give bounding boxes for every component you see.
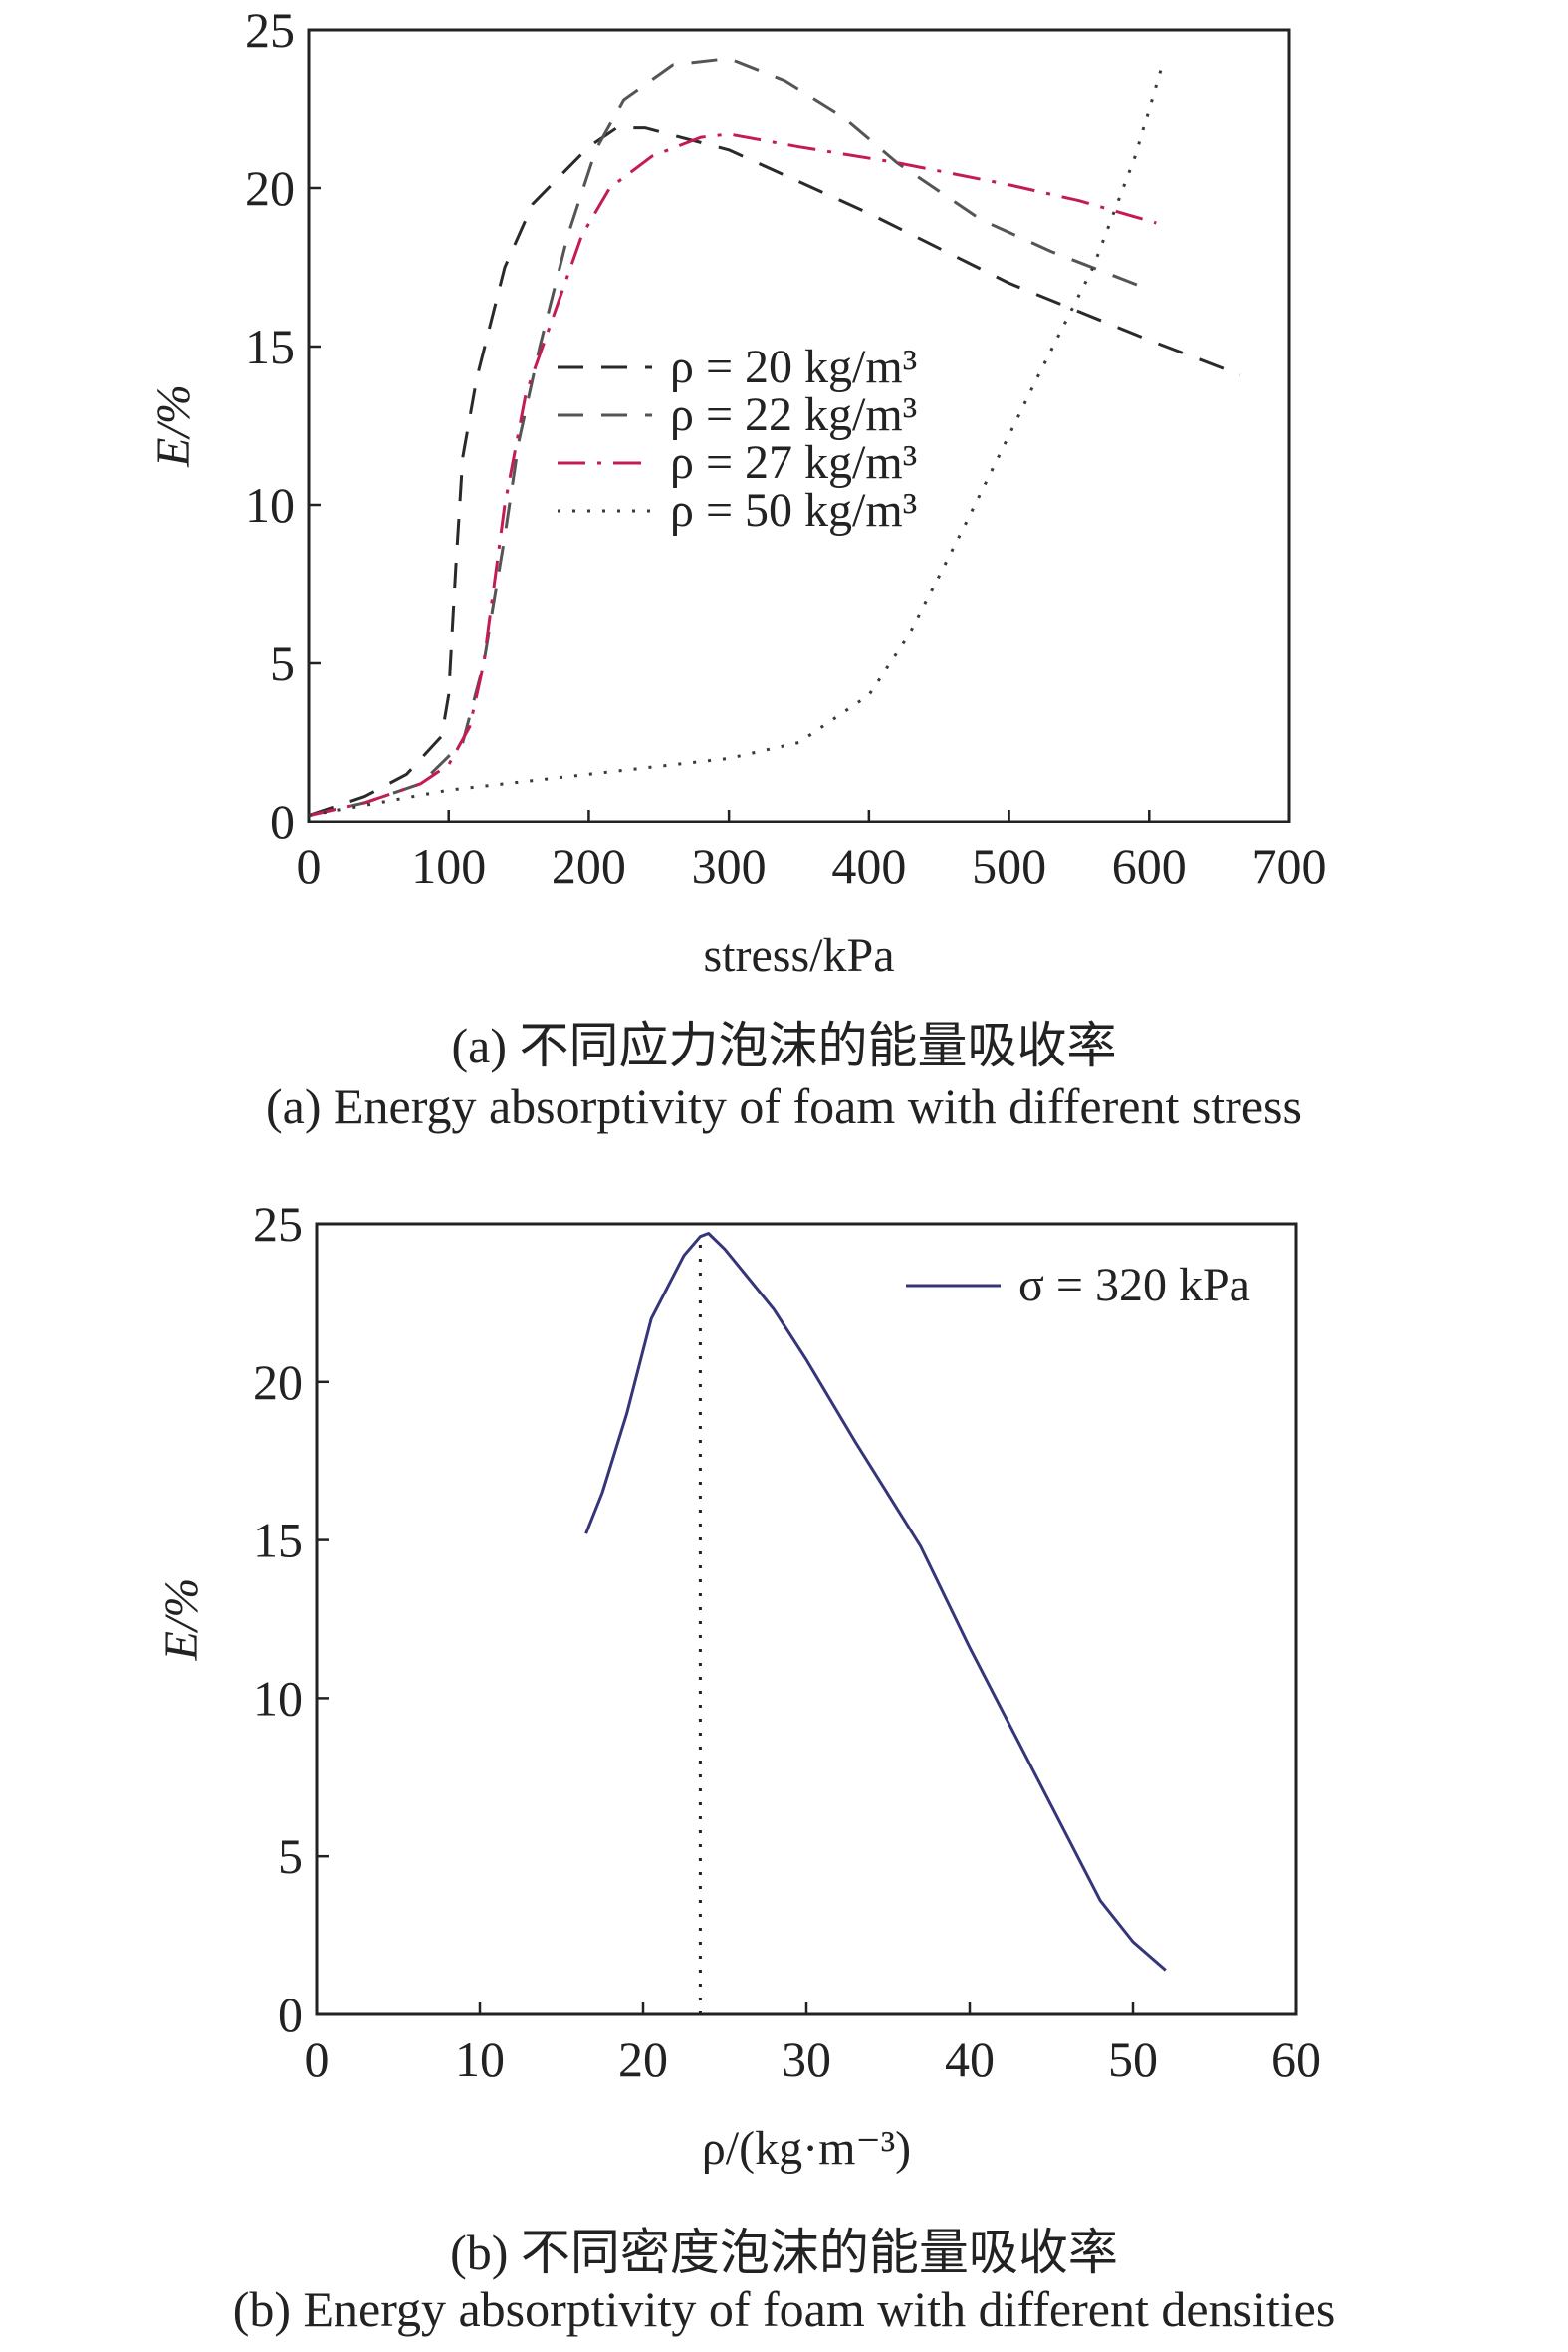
panel-b-x-axis-label: ρ/(kg·m⁻³) — [702, 2122, 911, 2175]
panel-a-y-axis-label: E/% — [147, 384, 200, 468]
panel-a-series — [308, 57, 1241, 818]
panel-b-x-tick-label: 10 — [455, 2031, 505, 2087]
panel-b-y-axis-label: E/% — [155, 1578, 208, 1662]
panel-a-plot-frame — [307, 28, 1291, 823]
panel-b-x-tick-label: 20 — [618, 2031, 668, 2087]
panel-b-y-tick-label: 25 — [253, 1196, 303, 1252]
panel-b-plot-frame — [315, 1222, 1298, 2016]
panel-a-chart: 0 100 200 300 400 500 600 700 0 5 10 15 20 25 ρ = 20 … — [147, 2, 1327, 982]
panel-a-series-line-1 — [308, 126, 1241, 818]
panel-b-y-tick-label: 15 — [253, 1513, 303, 1568]
panel-a-x-tick-label: 500 — [972, 838, 1046, 894]
panel-b-y-tick-label: 20 — [253, 1354, 303, 1410]
panel-a-ticks: 0 100 200 300 400 500 600 700 0 5 10 15 20 25 — [245, 2, 1327, 894]
panel-a-legend-label-2: ρ = 22 kg/m³ — [670, 388, 917, 441]
panel-b-legend-label-1: σ = 320 kPa — [1018, 1259, 1250, 1311]
panel-a-y-tick-label: 10 — [245, 477, 295, 533]
panel-b-caption-chinese: (b) 不同密度泡沫的能量吸收率 — [450, 2225, 1118, 2280]
panel-b-chart: 0 10 20 30 40 50 60 0 5 10 15 20 25 σ = 320 kPa ρ/(k… — [155, 1196, 1321, 2175]
panel-b-y-tick-label: 0 — [278, 1987, 303, 2042]
panel-b-y-tick-label: 5 — [278, 1828, 303, 1884]
panel-b-x-tick-label: 40 — [945, 2031, 995, 2087]
panel-a-y-tick-label: 15 — [245, 319, 295, 374]
panel-b-x-tick-label: 60 — [1271, 2031, 1321, 2087]
panel-a-x-tick-label: 0 — [297, 838, 322, 894]
panel-a-y-tick-label: 0 — [270, 794, 295, 849]
panel-b-y-tick-label: 10 — [253, 1670, 303, 1726]
panel-a-y-tick-label: 20 — [245, 160, 295, 216]
panel-b-ticks: 0 10 20 30 40 50 60 0 5 10 15 20 25 — [253, 1196, 1321, 2087]
panel-a-legend-label-4: ρ = 50 kg/m³ — [670, 484, 917, 537]
panel-b-x-tick-label: 30 — [782, 2031, 831, 2087]
panel-b-series-line-1 — [584, 1232, 1167, 1972]
panel-a-x-axis-label: stress/kPa — [704, 929, 895, 982]
panel-a-x-tick-label: 400 — [831, 838, 906, 894]
panel-b-x-tick-label: 0 — [305, 2031, 330, 2087]
panel-b-legend: σ = 320 kPa — [906, 1259, 1250, 1311]
panel-a-x-tick-label: 200 — [552, 838, 626, 894]
panel-a-x-tick-label: 300 — [692, 838, 767, 894]
panel-a-caption-english: (a) Energy absorptivity of foam with dif… — [266, 1078, 1302, 1134]
panel-a-series-line-2 — [308, 57, 1150, 818]
panel-a-y-tick-label: 5 — [270, 635, 295, 691]
panel-a-x-tick-label: 100 — [411, 838, 486, 894]
panel-a-x-tick-label: 700 — [1252, 838, 1327, 894]
panel-a-legend-label-3: ρ = 27 kg/m³ — [670, 436, 917, 489]
panel-a-legend: ρ = 20 kg/m³ρ = 22 kg/m³ρ = 27 kg/m³ρ = … — [558, 341, 917, 537]
panel-a-y-tick-label: 25 — [245, 2, 295, 58]
panel-b-series — [584, 1232, 1167, 2014]
panel-b-caption-english: (b) Energy absorptivity of foam with dif… — [232, 2281, 1336, 2337]
panel-a-x-tick-label: 600 — [1112, 838, 1187, 894]
panel-a-caption-chinese: (a) 不同应力泡沫的能量吸收率 — [451, 1018, 1117, 1073]
panel-a-legend-label-1: ρ = 20 kg/m³ — [670, 341, 917, 393]
panel-b-x-tick-label: 50 — [1108, 2031, 1158, 2087]
